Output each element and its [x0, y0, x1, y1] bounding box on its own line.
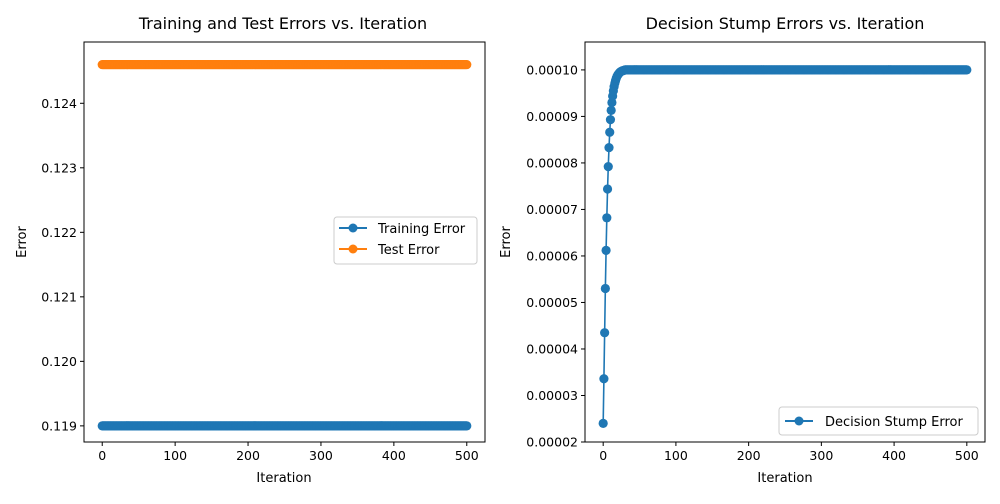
- chart-left-frame: [83, 41, 486, 443]
- chart-left-legend-box: [333, 216, 478, 265]
- chart-left-y-tick-label: 0.121: [41, 289, 77, 304]
- chart-right-x-ticks: 0 100 200 300 400 500: [599, 442, 979, 463]
- data-point-decision-stump-error: [605, 127, 615, 137]
- chart-right-x-tick-label: 200: [737, 448, 761, 463]
- chart-right-legend-box: [778, 406, 979, 436]
- data-point-decision-stump-error: [598, 418, 608, 428]
- chart-left-y-tick-label: 0.120: [41, 354, 77, 369]
- chart-left-y-tick-label: 0.122: [41, 225, 77, 240]
- data-point-decision-stump-error: [603, 162, 613, 172]
- chart-right-y-tick-label: 0.00010: [526, 62, 578, 77]
- chart-right-y-axis-label: Error: [499, 226, 514, 258]
- chart-left-x-tick-label: 0: [98, 448, 106, 463]
- chart-right-y-ticks: 0.00002 0.00003 0.00004 0.00005 0.00006 0.000…: [526, 62, 585, 450]
- data-point-test-error: [462, 59, 472, 70]
- chart-right-y-tick-label: 0.00005: [526, 295, 578, 310]
- data-point-decision-stump-error: [962, 65, 972, 75]
- chart-right-y-tick-label: 0.00008: [526, 155, 578, 170]
- legend-marker-decision-stump-error: [794, 416, 804, 426]
- chart-right-y-tick-label: 0.00002: [526, 435, 578, 450]
- chart-left-x-tick-label: 400: [382, 448, 406, 463]
- chart-left-title: Training and Test Errors vs. Iteration: [138, 14, 427, 33]
- legend-label-test-error: Test Error: [377, 243, 440, 258]
- chart-left-x-axis-label: Iteration: [256, 471, 311, 486]
- chart-right-x-tick-label: 0: [599, 448, 607, 463]
- chart-left-x-ticks: 0 100 200 300 400 500: [98, 442, 479, 463]
- chart-right-y-tick-label: 0.00003: [526, 388, 578, 403]
- chart-left-x-tick-label: 500: [455, 448, 479, 463]
- chart-right-x-tick-label: 500: [955, 448, 979, 463]
- data-point-decision-stump-error: [600, 283, 610, 294]
- chart-left-y-ticks: 0.119 0.120 0.121 0.122 0.123 0.124: [41, 96, 84, 433]
- chart-right-legend: Decision Stump Error: [778, 406, 979, 436]
- series-markers-test-error: [97, 59, 472, 70]
- data-point-training-error: [462, 421, 472, 431]
- chart-right-x-tick-label: 400: [882, 448, 906, 463]
- data-point-decision-stump-error: [602, 213, 612, 223]
- data-point-decision-stump-error: [602, 184, 613, 194]
- chart-right-title: Decision Stump Errors vs. Iteration: [646, 14, 925, 33]
- chart-right-frame: [584, 41, 986, 443]
- chart-left-x-tick-label: 100: [163, 448, 187, 463]
- series-markers-training-error: [97, 421, 472, 431]
- series-line-decision-stump-error: [602, 69, 967, 424]
- data-point-decision-stump-error: [601, 245, 611, 255]
- chart-left-y-axis-label: Error: [15, 226, 30, 258]
- legend-label-decision-stump-error: Decision Stump Error: [825, 415, 963, 430]
- chart-right-x-axis-label: Iteration: [757, 471, 812, 486]
- data-point-decision-stump-error: [600, 328, 610, 338]
- chart-left-y-tick-label: 0.119: [41, 418, 77, 433]
- chart-right-y-tick-label: 0.00007: [526, 202, 578, 217]
- legend-label-training-error: Training Error: [377, 222, 466, 237]
- chart-right: Decision Stump Errors vs. Iteration 0 100…: [499, 14, 986, 486]
- data-point-decision-stump-error: [605, 115, 616, 125]
- chart-right-y-tick-label: 0.00004: [526, 341, 578, 356]
- chart-right-x-tick-label: 100: [664, 448, 688, 463]
- data-point-decision-stump-error: [606, 105, 616, 115]
- chart-left-legend: Training Error Test Error: [333, 216, 478, 265]
- legend-marker-test-error: [348, 244, 358, 254]
- chart-right-plot-area: [598, 65, 972, 428]
- chart-left-x-tick-label: 200: [236, 448, 260, 463]
- series-markers-decision-stump-error: [598, 65, 972, 428]
- chart-right-x-tick-label: 300: [809, 448, 833, 463]
- data-point-decision-stump-error: [604, 142, 614, 153]
- chart-left-plot-area: [97, 59, 472, 431]
- legend-marker-training-error: [348, 223, 358, 233]
- chart-right-y-tick-label: 0.00006: [526, 248, 578, 263]
- data-point-decision-stump-error: [599, 374, 609, 384]
- chart-left-y-tick-label: 0.124: [41, 96, 77, 111]
- chart-left: Training and Test Errors vs. Iteration 0…: [15, 14, 486, 486]
- chart-left-x-tick-label: 300: [309, 448, 333, 463]
- chart-left-y-tick-label: 0.123: [41, 160, 77, 175]
- chart-right-y-tick-label: 0.00009: [526, 109, 578, 124]
